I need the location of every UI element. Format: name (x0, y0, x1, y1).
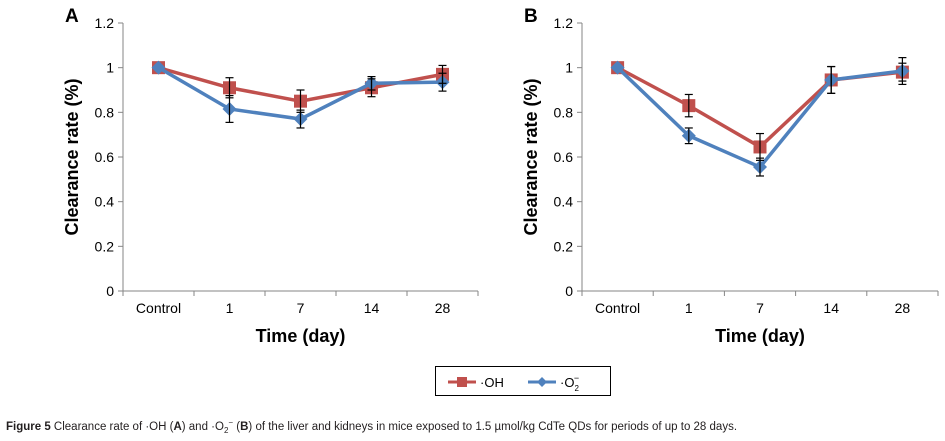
legend-oh-label: ·OH (480, 375, 504, 390)
error-bar (756, 157, 764, 177)
error-bar (684, 93, 693, 118)
y-tick-label: 0.8 (554, 104, 574, 120)
error-bar (367, 75, 376, 91)
data-point-diamond (151, 60, 166, 75)
y-tick-label: 0.6 (554, 149, 574, 165)
panel-B: B 0 0.2 0.4 0.6 0.8 1 1.2 Control 1 7 14 28 Time (day… (521, 6, 939, 346)
x-tick-label: 7 (756, 300, 764, 316)
legend: ·OH ·O2− (435, 366, 611, 396)
panel-A: A 0 0.2 0.4 0.6 0.8 1 1.2 Control 1 7 14 28 Time (day… (62, 6, 479, 346)
y-tick-label: 0.6 (95, 149, 115, 165)
legend-o2-marker (537, 377, 547, 387)
x-tick-label: 28 (895, 300, 911, 316)
legend-oh-marker (457, 377, 467, 387)
x-tick-label: 7 (297, 300, 305, 316)
x-tick-label: 1 (685, 300, 693, 316)
y-axis-label: Clearance rate (%) (62, 78, 82, 235)
error-bar (225, 94, 234, 123)
y-tick-label: 0 (106, 283, 114, 299)
y-tick-label: 1.2 (554, 15, 574, 31)
error-bar (898, 57, 907, 86)
panel-label: B (524, 6, 538, 27)
data-point-diamond (610, 60, 625, 75)
x-tick-label: 28 (435, 300, 451, 316)
error-bar (684, 127, 693, 145)
error-bar (827, 65, 836, 94)
y-tick-label: 1 (565, 60, 573, 76)
y-tick-label: 0.4 (95, 194, 115, 210)
x-tick-label: Control (595, 300, 640, 316)
y-tick-label: 0 (565, 283, 573, 299)
x-axis-label: Time (day) (256, 326, 346, 346)
error-bar (438, 72, 447, 92)
y-tick-label: 1 (106, 60, 114, 76)
x-tick-label: 14 (823, 300, 839, 316)
legend-o2-label: ·O2− (560, 373, 579, 393)
figure-caption: Figure 5 Clearance rate of ·OH (A) and ·… (6, 418, 738, 436)
x-tick-label: 1 (226, 300, 234, 316)
y-tick-label: 0.2 (95, 238, 115, 254)
y-tick-label: 0.4 (554, 194, 574, 210)
panel-label: A (65, 6, 79, 27)
y-tick-label: 0.8 (95, 104, 115, 120)
x-tick-label: 14 (364, 300, 380, 316)
error-bar (296, 109, 305, 129)
y-tick-label: 1.2 (95, 15, 115, 31)
y-axis-label: Clearance rate (%) (521, 78, 541, 235)
x-axis-label: Time (day) (715, 326, 805, 346)
x-tick-label: Control (136, 300, 181, 316)
y-tick-label: 0.2 (554, 238, 574, 254)
